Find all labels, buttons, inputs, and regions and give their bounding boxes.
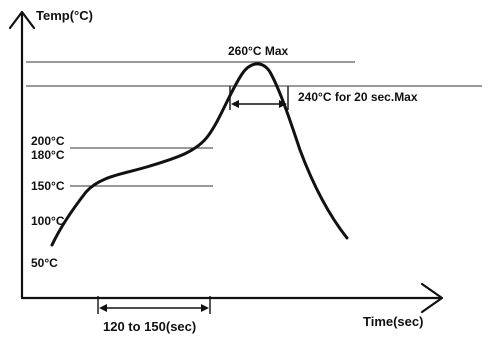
dwell-time-dimension [229,86,289,110]
reference-lines [26,61,482,187]
x-axis-arrowhead [420,282,444,314]
preheat-time-dimension [97,296,211,314]
x-axis-label: Time(sec) [363,314,423,329]
y-tick-label: 150°C [31,179,65,193]
dwell-time-label: 240°C for 20 sec.Max [298,90,418,104]
preheat-time-label: 120 to 150(sec) [103,319,196,334]
y-tick-label: 50°C [31,256,58,270]
preheat-arrow-left-icon [99,304,107,312]
dwell-arrow-right-icon [279,100,287,108]
y-tick-labels: 200°C 180°C 150°C 100°C 50°C [31,134,65,270]
peak-temperature-label: 260°C Max [228,44,288,58]
y-tick-label: 100°C [31,214,65,228]
dwell-arrow-left-icon [231,100,239,108]
y-tick-label: 200°C [31,134,65,148]
preheat-arrow-right-icon [201,304,209,312]
y-axis-label: Temp(°C) [36,8,93,23]
y-axis-arrowhead [8,10,36,30]
axes [8,10,444,314]
y-tick-label: 180°C [31,148,65,162]
